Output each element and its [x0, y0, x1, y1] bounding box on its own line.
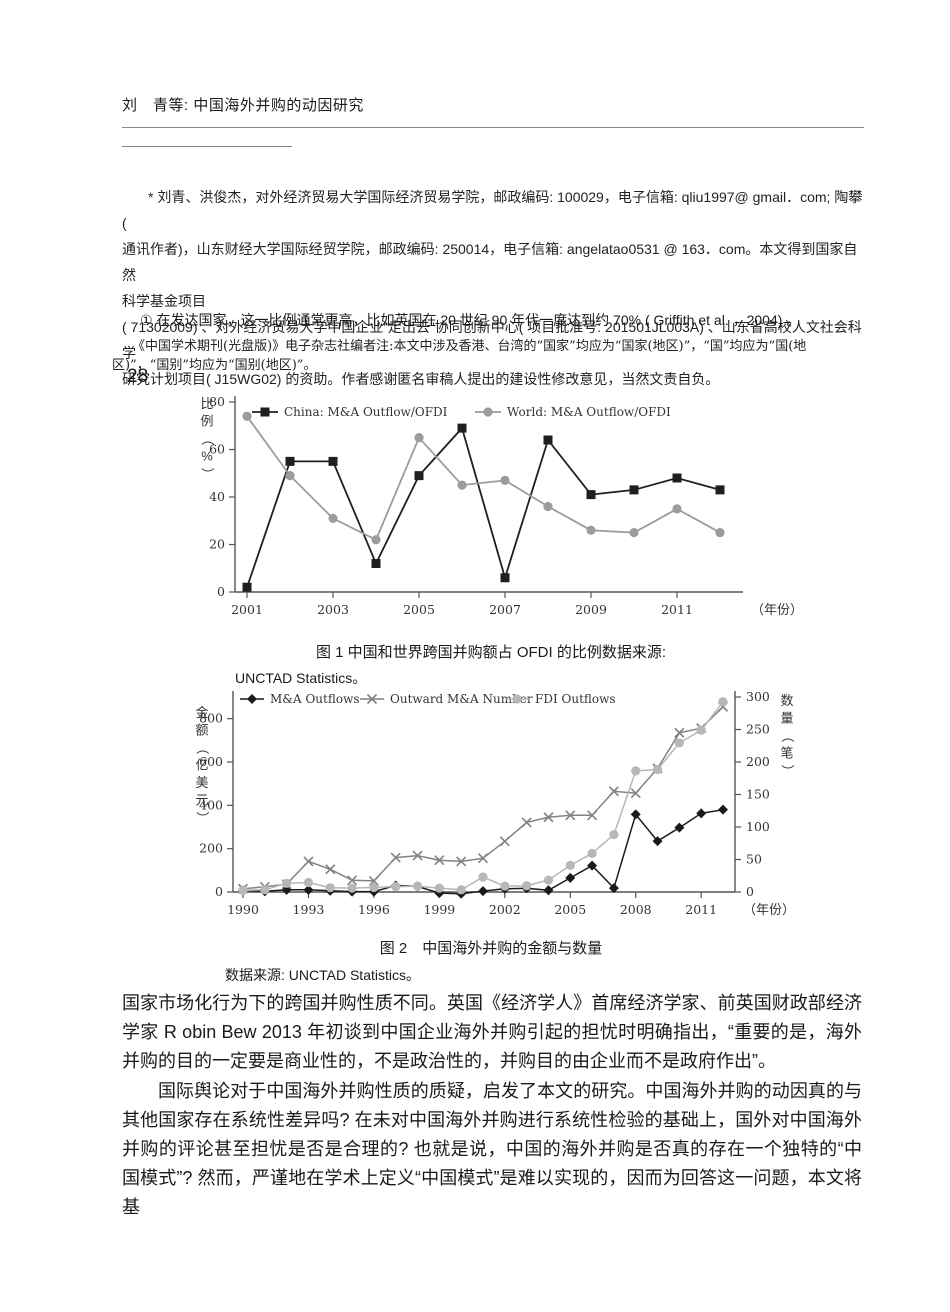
footnote-line: 通讯作者)，山东财经大学国际经贸学院，邮政编码: 250014，电子信箱: an…: [122, 241, 858, 283]
svg-text:数: 数: [780, 693, 793, 708]
svg-text:%: %: [201, 449, 213, 464]
svg-text:20: 20: [209, 537, 225, 552]
figure1-source: UNCTAD Statistics。: [235, 670, 367, 686]
svg-text:2011: 2011: [661, 602, 693, 617]
svg-text:China: M&A Outflow/OFDI: China: M&A Outflow/OFDI: [284, 405, 448, 419]
header-rule: [122, 127, 864, 128]
footnote-separator-rule: [122, 146, 292, 147]
svg-text:比: 比: [200, 396, 213, 411]
svg-text:800: 800: [199, 711, 223, 726]
svg-text:量: 量: [780, 711, 793, 726]
running-header: 刘 青等: 中国海外并购的动因研究: [122, 97, 364, 114]
svg-text:50: 50: [746, 852, 762, 867]
svg-text:1993: 1993: [293, 902, 325, 917]
svg-text:150: 150: [746, 787, 770, 802]
svg-text:80: 80: [209, 394, 225, 409]
svg-text:Outward M&A Number: Outward M&A Number: [390, 692, 533, 706]
circled-footnote: ① 在发达国家，这一比例通常更高，比如英国在 20 世纪 90 年代一度达到约 …: [140, 312, 801, 328]
svg-text:40: 40: [209, 489, 225, 504]
svg-text:（年份）: （年份）: [751, 602, 803, 617]
svg-text:2003: 2003: [317, 602, 349, 617]
svg-text:0: 0: [217, 584, 225, 599]
footnote-line: * 刘青、洪俊杰，对外经济贸易大学国际经济贸易学院，邮政编码: 100029，电…: [122, 189, 863, 231]
footnote-line: ( 71302009) 、对外经济贸易大学中国企业“走出去”协同创新中心( 项目…: [122, 319, 862, 361]
svg-text:2002: 2002: [489, 902, 521, 917]
svg-text:600: 600: [199, 754, 223, 769]
svg-text:1996: 1996: [358, 902, 390, 917]
svg-text:M&A Outflows: M&A Outflows: [270, 692, 360, 706]
figure2-source: 数据来源: UNCTAD Statistics。: [225, 967, 420, 983]
svg-text:2007: 2007: [489, 602, 521, 617]
svg-text:100: 100: [746, 819, 770, 834]
author-footnote: * 刘青、洪俊杰，对外经济贸易大学国际经济贸易学院，邮政编码: 100029，电…: [122, 184, 864, 392]
svg-text:2008: 2008: [620, 902, 652, 917]
footnote-line: 科学基金项目: [122, 293, 206, 309]
svg-text:World: M&A Outflow/OFDI: World: M&A Outflow/OFDI: [507, 405, 671, 419]
svg-text:（年份）: （年份）: [743, 902, 795, 917]
svg-text:1990: 1990: [227, 902, 259, 917]
svg-text:0: 0: [746, 884, 754, 899]
svg-text:2009: 2009: [575, 602, 607, 617]
svg-text:200: 200: [199, 841, 223, 856]
svg-text:2005: 2005: [403, 602, 435, 617]
svg-text:例: 例: [200, 414, 213, 429]
svg-text:2011: 2011: [685, 902, 717, 917]
svg-text:2005: 2005: [554, 902, 586, 917]
svg-text:300: 300: [746, 689, 770, 704]
svg-text:60: 60: [209, 442, 225, 457]
svg-text:250: 250: [746, 722, 770, 737]
svg-text:元: 元: [195, 793, 208, 808]
body-text: 国家市场化行为下的跨国并购性质不同。英国《经济学人》首席经济学家、前英国财政部经…: [122, 989, 862, 1223]
svg-text:）: ）: [200, 467, 215, 480]
svg-text:（: （: [780, 729, 795, 742]
page-number: 28: [127, 366, 149, 387]
svg-text:2001: 2001: [231, 602, 263, 617]
svg-text:金: 金: [195, 705, 208, 720]
svg-text:200: 200: [746, 754, 770, 769]
svg-text:1999: 1999: [423, 902, 455, 917]
svg-text:笔: 笔: [780, 746, 793, 761]
figure2-caption: 图 2 中国海外并购的金额与数量: [379, 940, 603, 957]
body-paragraph-2: 国际舆论对于中国海外并购性质的质疑，启发了本文的研究。中国海外并购的动因真的与其…: [122, 1080, 862, 1218]
svg-text:（: （: [195, 741, 210, 754]
figure1-line-chart: 0 20 40 60 80 2001 2003 2005 2007 2009 2011 （年份） 比例 （…: [200, 394, 803, 617]
svg-text:）: ）: [195, 811, 210, 824]
svg-text:美: 美: [195, 775, 208, 790]
svg-text:0: 0: [215, 884, 223, 899]
svg-text:亿: 亿: [195, 758, 208, 773]
svg-text:400: 400: [199, 797, 223, 812]
footnote-line: 研究计划项目( J15WG02) 的资助。作者感谢匿名审稿人提出的建设性修改意见…: [122, 371, 720, 387]
figure2-line-chart: 0 200 400 600 800 0 50 100 150 200 250 300 1990 1993 1…: [195, 689, 795, 917]
svg-text:额: 额: [195, 723, 208, 738]
svg-text:FDI Outflows: FDI Outflows: [535, 692, 616, 706]
figure1-caption: 图 1 中国和世界跨国并购额占 OFDI 的比例数据来源:: [315, 644, 666, 661]
svg-text:（: （: [200, 432, 215, 445]
svg-text:）: ）: [780, 764, 795, 777]
editor-note: 《中国学术期刊(光盘版)》电子杂志社编者注:本文中涉及香港、台湾的“国家”均应为…: [112, 339, 807, 373]
body-paragraph-1: 国家市场化行为下的跨国并购性质不同。英国《经济学人》首席经济学家、前英国财政部经…: [122, 993, 862, 1072]
